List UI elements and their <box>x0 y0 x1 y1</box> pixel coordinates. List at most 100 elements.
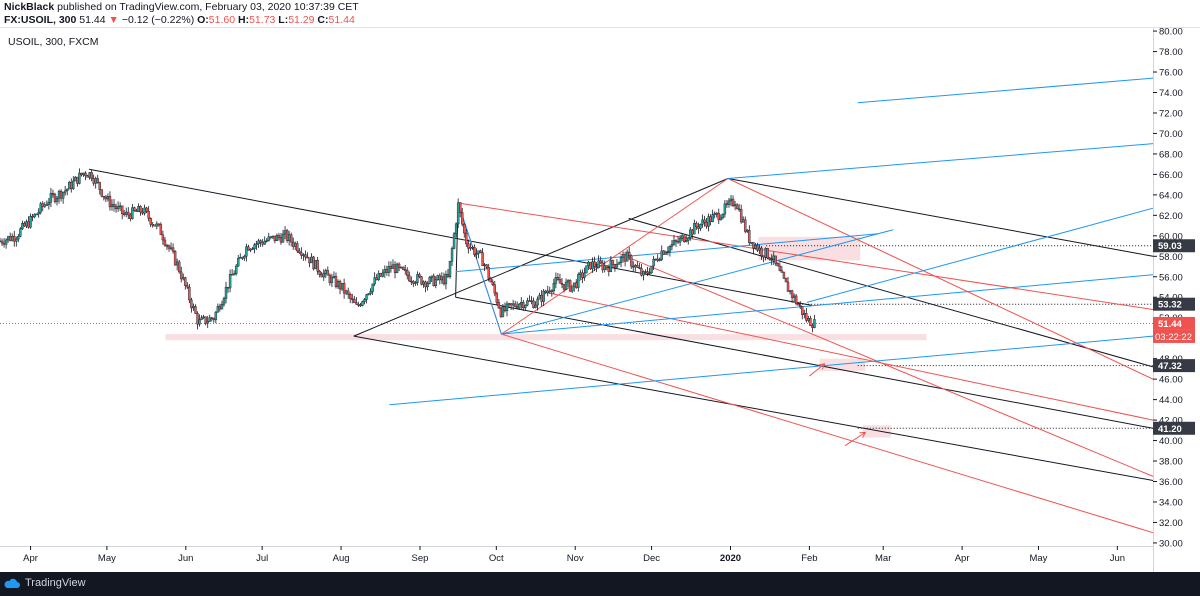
candle-up <box>19 228 22 237</box>
price-axis[interactable]: 30.00 32.00 34.00 36.00 38.00 40.00 42.00 44.00… <box>1153 28 1183 549</box>
candle-down <box>627 251 631 257</box>
candle-up <box>475 253 478 255</box>
candle-down <box>45 204 49 206</box>
candle-down <box>259 240 262 243</box>
symbol-name[interactable]: FX:USOIL, 300 <box>4 14 77 26</box>
candle-up <box>239 257 242 259</box>
candle-down <box>458 202 462 213</box>
candle-up <box>678 238 682 243</box>
candle-down <box>326 270 330 276</box>
candle-up <box>336 281 340 288</box>
candle-up <box>287 234 291 241</box>
candle-up <box>206 321 209 324</box>
candle-up <box>49 193 53 203</box>
candle-down <box>80 172 83 176</box>
candle-up <box>371 283 374 292</box>
candle-down <box>401 266 405 270</box>
price-change: −0.12 (−0.22%) <box>121 14 195 26</box>
candle-down <box>762 255 765 258</box>
candle-up <box>634 265 637 268</box>
candle-up <box>143 207 146 214</box>
candle-up <box>507 303 511 305</box>
author-name[interactable]: NickBlack <box>4 1 55 13</box>
candle-down <box>782 272 786 279</box>
chart-pane[interactable] <box>0 28 1153 572</box>
red-trendline <box>501 178 729 335</box>
candle-down <box>342 283 346 294</box>
candle-down <box>196 313 199 325</box>
candle-up <box>518 303 521 309</box>
candle-up <box>660 250 663 260</box>
last-price: 51.44 <box>79 14 106 26</box>
candle-down <box>0 240 4 244</box>
candle-up <box>310 256 313 264</box>
candle-up <box>454 223 458 235</box>
candle-down <box>241 257 244 259</box>
time-tick-label: Dec <box>643 553 660 564</box>
candle-up <box>436 275 439 280</box>
candle-up <box>416 274 419 283</box>
candle-up <box>224 286 228 299</box>
candle-down <box>404 269 407 271</box>
red-trendline <box>618 252 1154 477</box>
candle-down <box>544 290 547 294</box>
price-chart[interactable]: 30.00 32.00 34.00 36.00 38.00 40.00 42.00 44.00… <box>0 28 1200 572</box>
countdown-label-box <box>1153 329 1195 343</box>
candle-up <box>33 213 36 218</box>
highlight-zone <box>862 425 891 438</box>
horizontal-levels <box>0 245 1153 429</box>
candle-down <box>338 281 342 290</box>
candle-down <box>135 210 138 212</box>
candle-up <box>617 262 621 265</box>
candle-down <box>522 302 525 309</box>
candle-up <box>245 246 248 257</box>
candle-up <box>680 235 684 239</box>
price-tick-label: 64.00 <box>1159 190 1183 201</box>
candle-up <box>322 273 325 278</box>
candle-up <box>369 291 372 294</box>
candle-up <box>619 257 623 263</box>
candle-up <box>577 274 580 288</box>
candle-up <box>106 196 110 200</box>
candle-up <box>422 281 425 285</box>
candle-down <box>662 250 666 255</box>
time-axis[interactable]: Apr May Jun Jul Aug Sep Oct Nov Dec 2020 Feb Mar Apr… <box>23 546 1125 564</box>
chart-legend[interactable]: USOIL, 300, FXCM <box>8 36 98 48</box>
candle-down <box>575 282 578 288</box>
candle-down <box>731 198 735 206</box>
candle-down <box>418 274 421 277</box>
candle-up <box>750 242 753 244</box>
candle-down <box>558 279 562 284</box>
high-value: 51.73 <box>249 14 276 26</box>
candle-up <box>573 282 576 287</box>
candle-down <box>190 299 193 309</box>
candle-up <box>426 283 429 288</box>
candle-down <box>589 261 592 270</box>
chart-area[interactable]: 30.00 32.00 34.00 36.00 38.00 40.00 42.00 44.00… <box>0 28 1200 572</box>
candle-up <box>566 280 570 283</box>
candle-up <box>175 261 179 266</box>
candle-up <box>648 272 651 275</box>
candle-up <box>452 233 456 249</box>
candle-down <box>385 269 389 273</box>
candle-up <box>754 244 757 249</box>
black-trendline <box>628 217 1154 368</box>
candle-up <box>746 229 749 232</box>
blue-trendline <box>501 229 894 335</box>
candle-down <box>334 276 338 288</box>
candle-up <box>597 260 600 269</box>
price-tick-label: 76.00 <box>1159 68 1183 79</box>
candle-up <box>579 272 582 275</box>
candle-down <box>780 270 784 273</box>
candle-down <box>467 243 470 249</box>
candle-down <box>226 286 230 289</box>
time-tick-label: Nov <box>567 553 584 564</box>
tradingview-logo[interactable]: TradingView <box>4 577 86 589</box>
candle-down <box>127 211 130 216</box>
candle-down <box>300 252 303 256</box>
candle-down <box>328 274 332 283</box>
candle-down <box>133 207 136 211</box>
candle-up <box>670 244 674 247</box>
candle-down <box>51 193 55 195</box>
candle-up <box>650 265 653 274</box>
